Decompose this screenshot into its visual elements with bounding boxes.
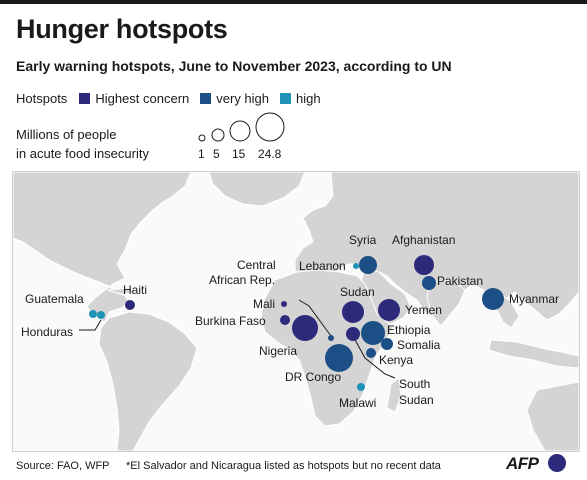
bubble-south-sudan	[346, 327, 360, 341]
legend-swatch-highest	[79, 93, 91, 104]
bubble-burkina-faso	[280, 315, 290, 325]
south-america-land	[98, 311, 198, 451]
country-labels: Guatemala Honduras Haiti Central African…	[21, 233, 559, 410]
leader-honduras	[79, 319, 102, 331]
eurasia-land	[294, 172, 579, 321]
size-circle-24-8	[255, 112, 285, 142]
label-ethiopia: Ethiopia	[387, 323, 431, 337]
page-subtitle: Early warning hotspots, June to November…	[16, 58, 452, 74]
label-car-line2: African Rep.	[209, 273, 275, 287]
legend-text-highest: Highest concern	[95, 91, 190, 106]
label-mali: Mali	[253, 297, 275, 311]
top-rule	[0, 0, 587, 4]
label-south-sudan-line2: Sudan	[399, 393, 434, 407]
label-car-line1: Central	[237, 258, 276, 272]
size-legend: 1 5 15 24.8	[198, 112, 285, 161]
footnote-text: *El Salvador and Nicaragua listed as hot…	[126, 460, 441, 472]
label-nigeria: Nigeria	[259, 344, 297, 358]
size-circle-1	[198, 134, 206, 142]
legend-swatch-high	[280, 93, 292, 104]
label-syria: Syria	[349, 233, 377, 247]
label-haiti: Haiti	[123, 283, 147, 297]
size-legend-title-line2: in acute food insecurity	[16, 146, 149, 161]
label-malawi: Malawi	[339, 396, 376, 410]
greenland-land	[208, 172, 306, 207]
madagascar-land	[386, 377, 402, 413]
bubble-guatemala	[89, 310, 97, 318]
label-afghanistan: Afghanistan	[392, 233, 455, 247]
size-circle-5	[211, 128, 225, 142]
land-masses	[13, 172, 579, 451]
legend-item-very-high: very high	[200, 91, 269, 106]
bubble-pakistan	[422, 276, 436, 290]
legend-label: Hotspots	[16, 91, 68, 106]
leader-car	[298, 299, 332, 337]
legend-text-high: high	[296, 91, 321, 106]
map-canvas: Guatemala Honduras Haiti Central African…	[13, 172, 579, 451]
australia-land	[526, 381, 579, 451]
bubble-car	[328, 335, 334, 341]
bubble-kenya	[366, 348, 376, 358]
bubble-afghanistan	[414, 255, 434, 275]
afp-logo: AFP	[506, 454, 539, 473]
bubble-nigeria	[292, 315, 318, 341]
bubble-mali	[281, 301, 287, 307]
bubble-ethiopia	[361, 321, 385, 345]
label-honduras: Honduras	[21, 325, 73, 339]
size-value-15: 15	[232, 147, 246, 161]
label-dr-congo: DR Congo	[285, 370, 341, 384]
label-pakistan: Pakistan	[437, 274, 483, 288]
bubble-somalia	[381, 338, 393, 350]
label-yemen: Yemen	[405, 303, 442, 317]
bubble-haiti	[125, 300, 135, 310]
bubble-yemen	[378, 299, 400, 321]
bubble-honduras	[97, 311, 105, 319]
size-value-24-8: 24.8	[258, 147, 282, 161]
label-kenya: Kenya	[379, 353, 413, 367]
legend-item-high: high	[280, 91, 321, 106]
afp-logo-dot	[548, 454, 566, 472]
bubble-myanmar	[482, 288, 504, 310]
legend-text-very-high: very high	[216, 91, 270, 106]
label-lebanon: Lebanon	[299, 259, 346, 273]
legend-swatch-very-high	[200, 93, 212, 104]
size-value-1: 1	[198, 147, 205, 161]
legend-item-highest: Highest concern	[79, 91, 189, 106]
hotspot-bubbles	[89, 255, 504, 391]
leader-south-sudan	[352, 335, 396, 379]
label-guatemala: Guatemala	[25, 292, 84, 306]
size-legend-title: Millions of people in acute food insecur…	[16, 125, 196, 163]
caribbean-cuba	[106, 287, 139, 295]
page-title: Hunger hotspots	[16, 14, 228, 44]
india-land	[426, 279, 466, 327]
bubble-sudan	[342, 301, 364, 323]
source-text: Source: FAO, WFP	[16, 460, 110, 472]
size-value-5: 5	[213, 147, 220, 161]
color-legend: Hotspots Highest concern very high high	[16, 91, 332, 106]
label-burkina-faso: Burkina Faso	[195, 314, 266, 328]
world-map: Guatemala Honduras Haiti Central African…	[12, 171, 580, 452]
bubble-malawi	[357, 383, 365, 391]
label-sudan: Sudan	[340, 285, 375, 299]
label-myanmar: Myanmar	[509, 292, 559, 306]
bubble-lebanon	[353, 263, 359, 269]
bubble-dr-congo	[325, 344, 353, 372]
bubble-syria	[359, 256, 377, 274]
label-somalia: Somalia	[397, 338, 441, 352]
size-circle-15	[229, 120, 251, 142]
size-legend-title-line1: Millions of people	[16, 127, 117, 142]
indonesia-land	[488, 339, 579, 369]
label-south-sudan-line1: South	[399, 377, 430, 391]
